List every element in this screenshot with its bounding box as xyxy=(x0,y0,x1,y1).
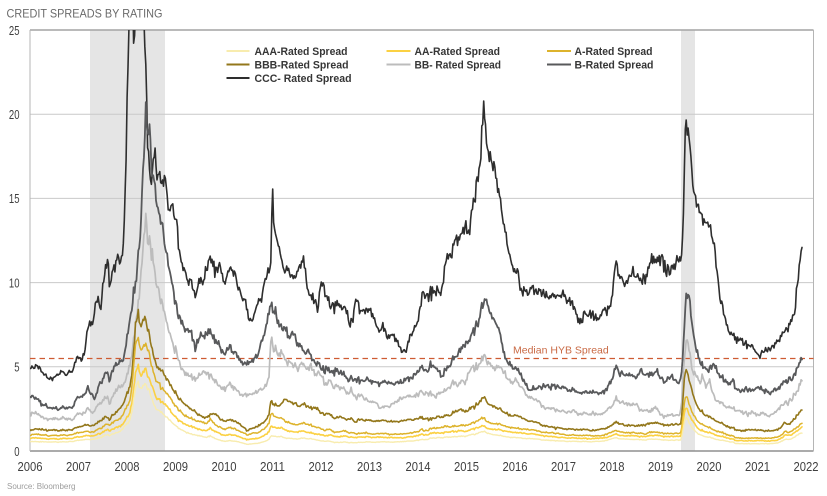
svg-text:2007: 2007 xyxy=(66,459,91,474)
svg-text:15: 15 xyxy=(9,191,20,206)
svg-text:2018: 2018 xyxy=(600,459,625,474)
svg-text:2011: 2011 xyxy=(260,459,285,474)
svg-text:2016: 2016 xyxy=(503,459,528,474)
svg-text:Median HYB Spread: Median HYB Spread xyxy=(513,345,609,357)
svg-text:2019: 2019 xyxy=(648,459,673,474)
svg-text:CREDIT SPREADS BY RATING: CREDIT SPREADS BY RATING xyxy=(7,7,163,21)
svg-text:2010: 2010 xyxy=(212,459,237,474)
svg-text:2017: 2017 xyxy=(551,459,576,474)
svg-text:2006: 2006 xyxy=(18,459,43,474)
svg-text:A-Rated Spread: A-Rated Spread xyxy=(575,46,653,58)
svg-text:25: 25 xyxy=(9,23,20,38)
svg-text:BBB-Rated Spread: BBB-Rated Spread xyxy=(255,59,349,71)
svg-text:2015: 2015 xyxy=(454,459,479,474)
svg-text:Source: Bloomberg: Source: Bloomberg xyxy=(7,482,75,491)
svg-text:CCC- Rated Spread: CCC- Rated Spread xyxy=(255,73,352,85)
svg-text:2012: 2012 xyxy=(309,459,334,474)
svg-text:AA-Rated Spread: AA-Rated Spread xyxy=(415,46,501,58)
svg-text:AAA-Rated Spread: AAA-Rated Spread xyxy=(255,46,348,58)
svg-text:0: 0 xyxy=(14,444,19,459)
svg-text:2009: 2009 xyxy=(163,459,188,474)
svg-text:BB- Rated Spread: BB- Rated Spread xyxy=(415,59,502,71)
svg-text:2022: 2022 xyxy=(794,459,819,474)
svg-text:2020: 2020 xyxy=(697,459,722,474)
svg-text:20: 20 xyxy=(9,107,20,122)
svg-text:B-Rated Spread: B-Rated Spread xyxy=(575,59,654,71)
svg-text:2021: 2021 xyxy=(745,459,770,474)
svg-text:2013: 2013 xyxy=(357,459,382,474)
svg-text:2014: 2014 xyxy=(406,459,431,474)
svg-text:10: 10 xyxy=(9,275,20,290)
svg-text:2008: 2008 xyxy=(115,459,140,474)
svg-text:5: 5 xyxy=(14,360,19,375)
